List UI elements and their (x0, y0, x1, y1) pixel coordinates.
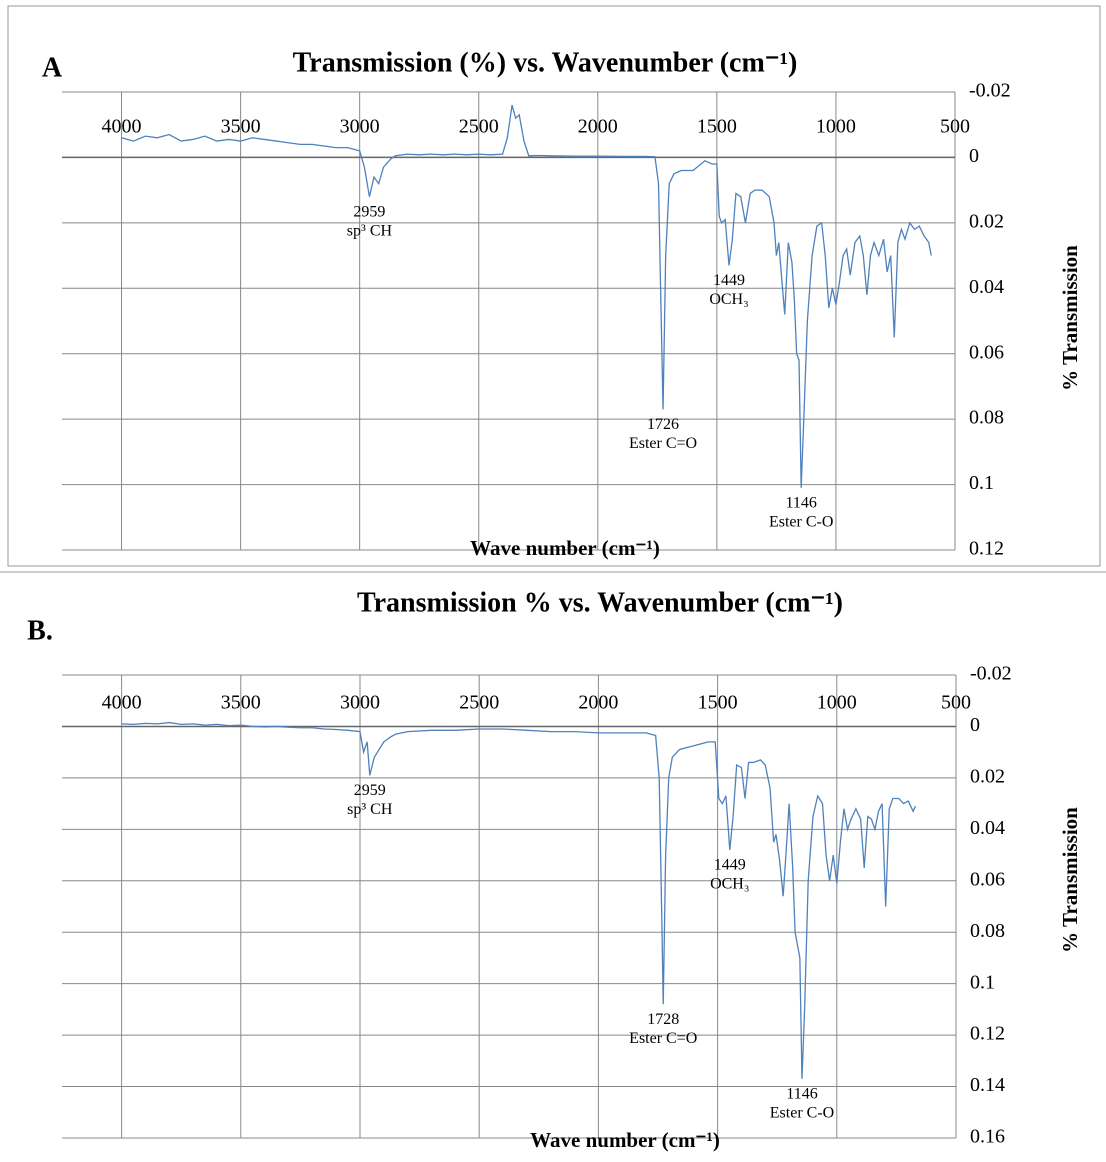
y-tick-label: 0.04 (969, 276, 1004, 298)
y-tick-label: -0.02 (970, 663, 1012, 685)
x-tick-label: 3000 (340, 115, 380, 137)
peak-assignment: Ester C=O (629, 435, 697, 452)
y-tick-label: 0.04 (970, 817, 1005, 839)
peak-label: 1146 (785, 495, 816, 512)
x-tick-label: 3500 (221, 691, 261, 713)
x-tick-label: 500 (940, 115, 970, 137)
peak-assignment: Ester C=O (629, 1030, 697, 1047)
peak-assignment: sp³ CH (347, 801, 393, 818)
peak-label: 2959 (354, 782, 386, 799)
chart-title: Transmission % vs. Wavenumber (cm⁻¹) (357, 587, 843, 618)
spectrum-line (121, 104, 932, 488)
x-tick-label: 500 (941, 691, 971, 713)
x-tick-label: 4000 (102, 115, 142, 137)
y-tick-label: 0.02 (970, 765, 1005, 787)
chart-title: Transmission (%) vs. Wavenumber (cm⁻¹) (293, 47, 798, 78)
x-tick-label: 2500 (459, 691, 499, 713)
y-axis-title: % Transmission (1058, 245, 1082, 391)
x-tick-label: 2000 (578, 691, 618, 713)
x-tick-label: 3000 (340, 691, 380, 713)
peak-assignment: Ester C-O (770, 1105, 834, 1122)
y-axis-title: % Transmission (1058, 807, 1082, 953)
peak-label: 1449 (714, 857, 746, 874)
x-tick-label: 4000 (102, 691, 142, 713)
y-tick-label: 0.1 (970, 971, 995, 993)
peak-assignment: Ester C-O (769, 514, 833, 531)
panel-frame (7, 5, 1101, 567)
panel-label: B. (27, 615, 53, 646)
y-tick-label: -0.02 (969, 80, 1011, 102)
peak-assignment: OCH₃ (709, 291, 748, 308)
peak-label: 1728 (647, 1011, 679, 1028)
y-tick-label: 0.1 (969, 472, 994, 494)
x-tick-label: 1500 (697, 115, 737, 137)
peak-label: 2959 (353, 203, 385, 220)
y-tick-label: 0.12 (969, 538, 1004, 560)
x-tick-label: 1000 (816, 115, 856, 137)
y-tick-label: 0.16 (970, 1126, 1005, 1148)
x-tick-label: 1000 (817, 691, 857, 713)
x-tick-label: 1500 (698, 691, 738, 713)
y-tick-label: 0 (970, 714, 980, 736)
spectrum-line (121, 721, 917, 1079)
panel-label: A (42, 52, 63, 83)
y-tick-label: 0.08 (970, 920, 1005, 942)
x-axis-title: Wave number (cm⁻¹) (470, 536, 660, 560)
y-tick-label: 0.12 (970, 1023, 1005, 1045)
x-tick-label: 3500 (221, 115, 261, 137)
peak-label: 1726 (647, 416, 679, 433)
y-tick-label: 0.06 (970, 868, 1005, 890)
peak-assignment: sp³ CH (347, 222, 393, 239)
x-tick-label: 2000 (578, 115, 618, 137)
x-tick-label: 2500 (459, 115, 499, 137)
peak-label: 1449 (713, 272, 745, 289)
x-axis-title: Wave number (cm⁻¹) (530, 1128, 720, 1152)
y-tick-label: 0.14 (970, 1074, 1005, 1096)
peak-assignment: OCH₃ (710, 876, 749, 893)
y-tick-label: 0.06 (969, 341, 1004, 363)
peak-label: 1146 (786, 1086, 817, 1103)
y-tick-label: 0.02 (969, 210, 1004, 232)
y-tick-label: 0 (969, 145, 979, 167)
y-tick-label: 0.08 (969, 407, 1004, 429)
